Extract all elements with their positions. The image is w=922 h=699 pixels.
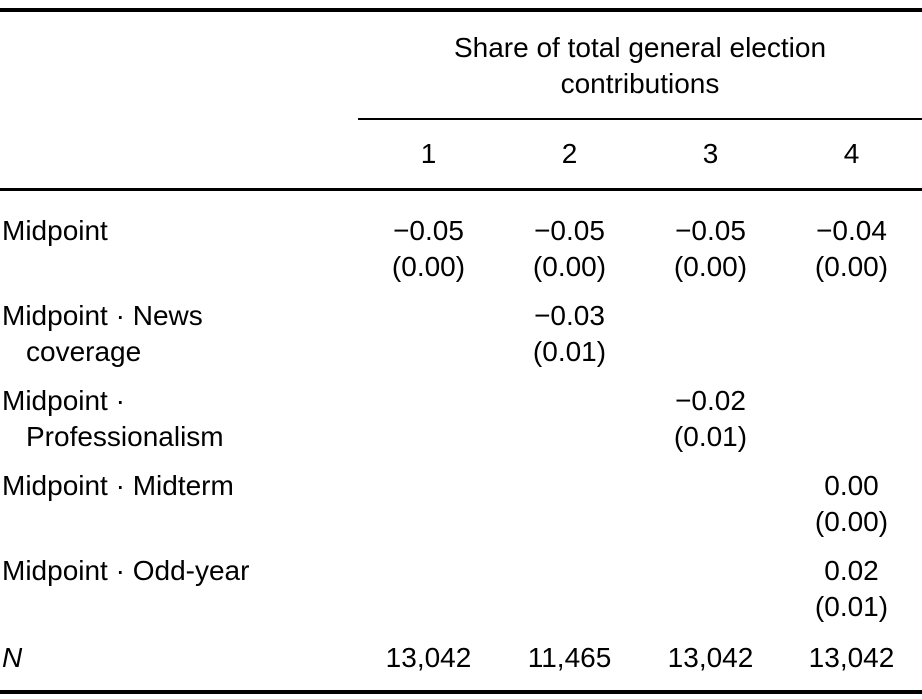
std-error: (0.00) <box>814 251 889 282</box>
std-error: (0.00) <box>532 251 607 282</box>
table-row: Midpoint · News coverage −0.03 (0.01) <box>0 298 922 383</box>
column-header-2: 2 <box>499 119 640 191</box>
table-row: Midpoint · Odd-year 0.02 (0.01) <box>0 553 922 638</box>
row-label-line2: Professionalism <box>26 421 224 452</box>
spanner-row: Share of total general election contribu… <box>0 10 922 118</box>
estimate: −0.04 <box>816 215 887 246</box>
cell <box>499 553 640 638</box>
estimate: −0.05 <box>534 215 605 246</box>
column-header-4: 4 <box>781 119 922 191</box>
std-error: (0.00) <box>673 251 748 282</box>
cell: 0.02 (0.01) <box>781 553 922 638</box>
cell: −0.05 (0.00) <box>358 190 499 299</box>
row-label: Midpoint · News coverage <box>0 298 358 383</box>
cell: −0.05 (0.00) <box>499 190 640 299</box>
std-error: (0.00) <box>814 506 889 537</box>
row-label-line1: Midpoint · Odd-year <box>2 555 250 586</box>
cell <box>640 298 781 383</box>
cell: −0.05 (0.00) <box>640 190 781 299</box>
n-value: 11,465 <box>527 642 612 673</box>
estimate: −0.05 <box>675 215 746 246</box>
row-label: Midpoint · Odd-year <box>0 553 358 638</box>
row-label-line2: coverage <box>26 336 142 367</box>
n-value: 13,042 <box>667 642 754 673</box>
cell <box>358 298 499 383</box>
table-row-n: N 13,042 11,465 13,042 13,042 <box>0 638 922 692</box>
cell <box>640 553 781 638</box>
estimate: −0.05 <box>393 215 464 246</box>
cell <box>781 298 922 383</box>
column-header-1: 1 <box>358 119 499 191</box>
n-value: 13,042 <box>385 642 472 673</box>
row-label: Midpoint <box>0 190 358 299</box>
column-numbers-row: 1 2 3 4 <box>0 119 922 191</box>
n-value: 13,042 <box>808 642 895 673</box>
n-label: N <box>2 642 23 673</box>
cell: −0.03 (0.01) <box>499 298 640 383</box>
table-row: Midpoint −0.05 (0.00) −0.05 (0.00) −0.05… <box>0 190 922 299</box>
estimate: −0.03 <box>534 300 605 331</box>
estimate: 0.00 <box>824 470 879 501</box>
cell <box>781 383 922 468</box>
cell: −0.04 (0.00) <box>781 190 922 299</box>
std-error: (0.01) <box>673 421 748 452</box>
std-error: (0.00) <box>391 251 466 282</box>
spanner-spacer <box>0 10 358 118</box>
results-table: Share of total general election contribu… <box>0 8 922 694</box>
table-row: Midpoint · Midterm 0.00 (0.00) <box>0 468 922 553</box>
column-header-spacer <box>0 119 358 191</box>
cell <box>358 383 499 468</box>
row-label-line1: Midpoint <box>2 215 108 246</box>
spanner-line2: contributions <box>560 68 720 99</box>
estimate: −0.02 <box>675 385 746 416</box>
cell: 0.00 (0.00) <box>781 468 922 553</box>
row-label-line1: Midpoint · News <box>2 300 203 331</box>
std-error: (0.01) <box>814 591 889 622</box>
cell <box>358 468 499 553</box>
cell: −0.02 (0.01) <box>640 383 781 468</box>
cell <box>499 383 640 468</box>
row-label-line1: Midpoint · <box>2 385 125 416</box>
spanner-line1: Share of total general election <box>453 32 827 63</box>
cell <box>499 468 640 553</box>
std-error: (0.01) <box>532 336 607 367</box>
column-header-3: 3 <box>640 119 781 191</box>
row-label: Midpoint · Professionalism <box>0 383 358 468</box>
estimate: 0.02 <box>824 555 879 586</box>
row-label-line1: Midpoint · Midterm <box>2 470 234 501</box>
table-row: Midpoint · Professionalism −0.02 (0.01) <box>0 383 922 468</box>
spanner-header: Share of total general election contribu… <box>358 10 922 118</box>
row-label: Midpoint · Midterm <box>0 468 358 553</box>
cell <box>358 553 499 638</box>
cell <box>640 468 781 553</box>
